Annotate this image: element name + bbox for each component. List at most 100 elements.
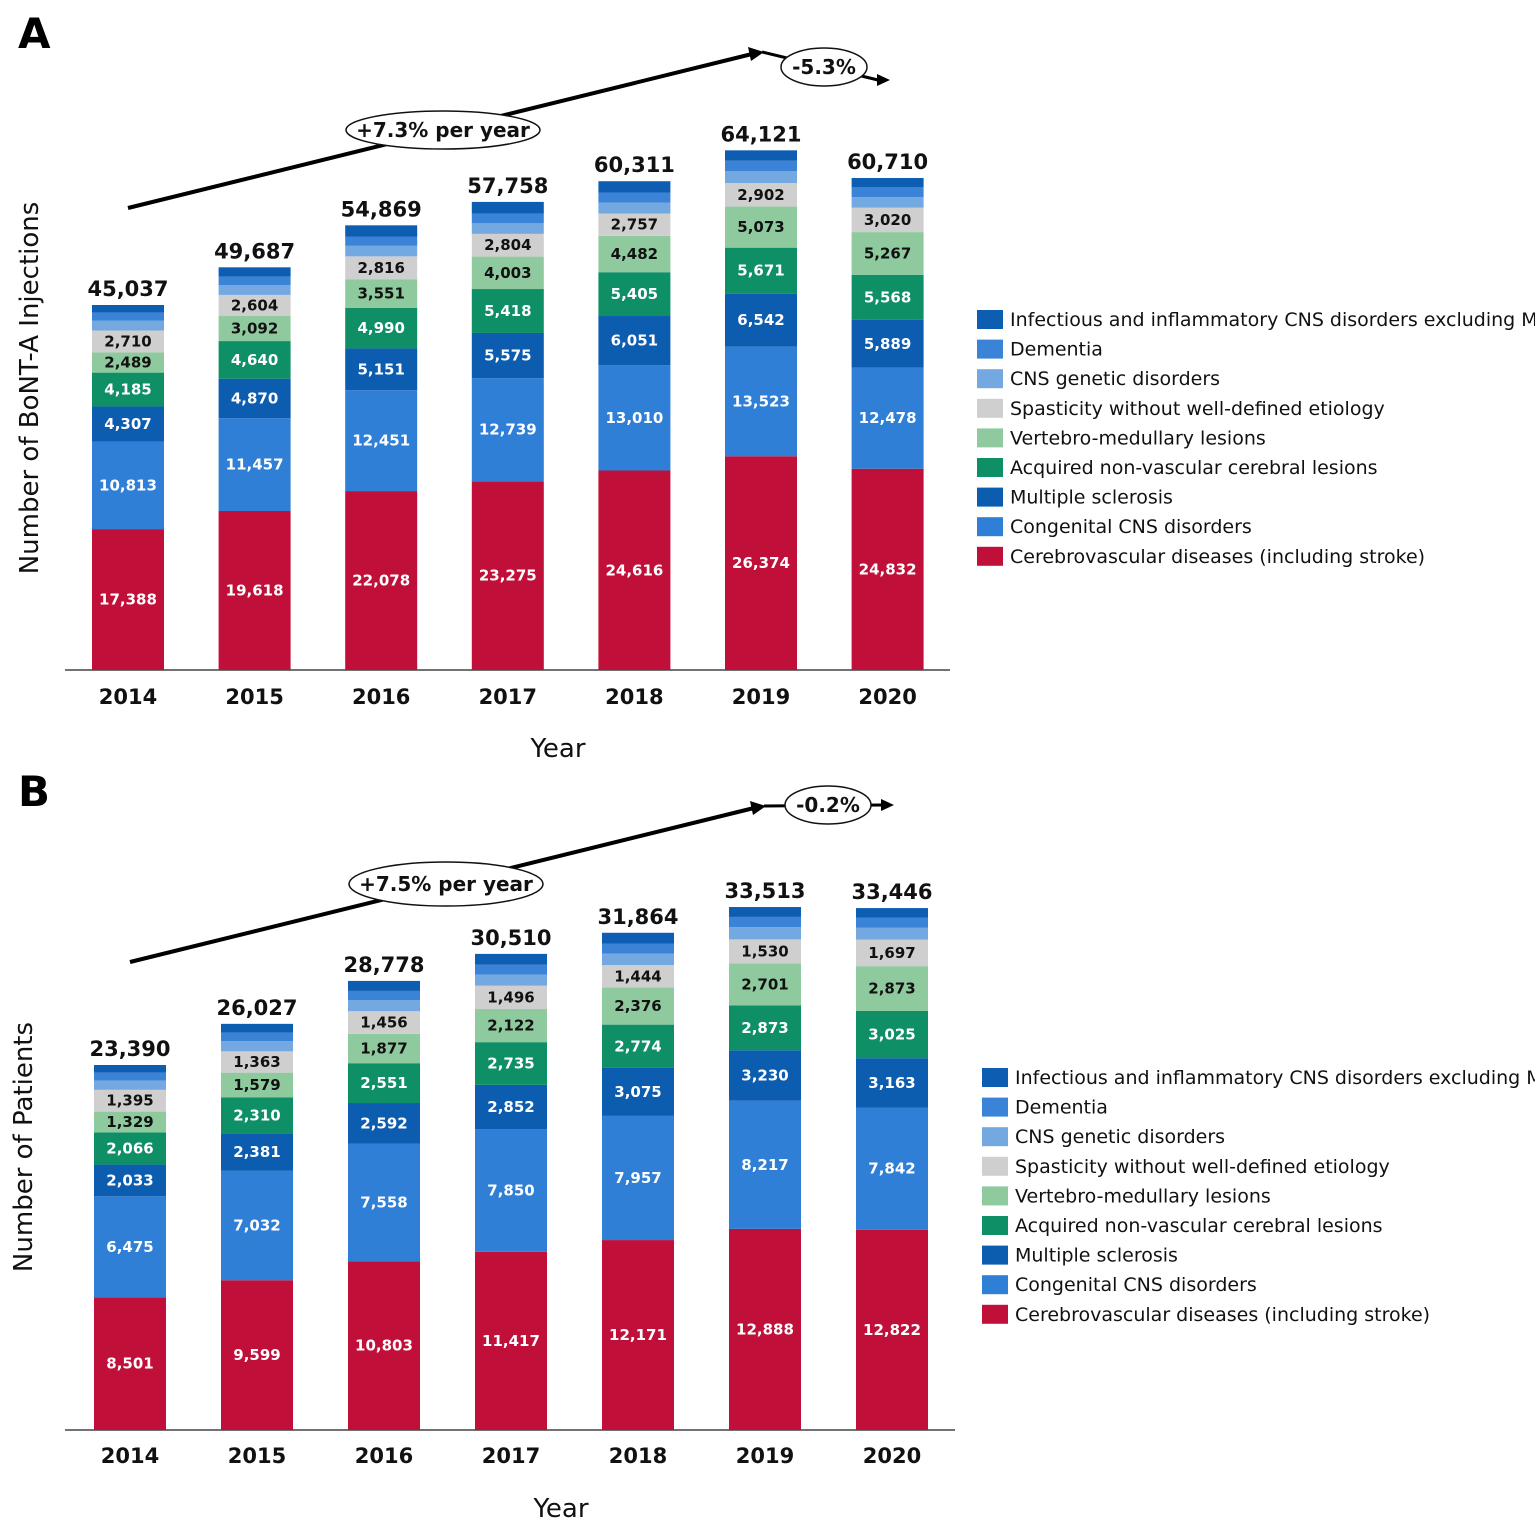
panel-a-bar-2019-seg-4: [725, 206, 797, 248]
panel-b-legend-swatch-2: [982, 1127, 1008, 1147]
panel-b-bar-2020-seg-3: [856, 1010, 928, 1059]
panel-b-bar-2016-seg-2: [348, 1103, 420, 1144]
panel-b-legend-swatch-1: [982, 1097, 1008, 1117]
panel-a-total-2019: 64,121: [720, 122, 801, 146]
panel-a-bar-2015-seg-3: [218, 341, 291, 379]
panel-b-bar-2018-seg-3: [602, 1024, 674, 1068]
panel-a-bar-2017-seg-1: [471, 378, 544, 482]
panel-b-bar-2016-seg-8: [348, 980, 420, 991]
panel-b-bar-2020-seg-0: [856, 1229, 928, 1430]
panel-a-bar-2014-label-4: 2,489: [104, 354, 151, 372]
panel-a-bar-2016-seg-4: [345, 279, 418, 308]
panel-b-bar-2014-seg-7: [94, 1072, 166, 1081]
panel-b-bar-2016-seg-1: [348, 1143, 420, 1262]
panel-a-bar-2019-label-4: 5,073: [737, 218, 784, 236]
panel-a-change-arrowhead: [877, 74, 890, 86]
panel-b-bar-2018-seg-0: [602, 1240, 674, 1430]
panel-b-bar-2016-seg-3: [348, 1063, 420, 1104]
panel-b-bar-2016-seg-4: [348, 1033, 420, 1064]
panel-b-bar-2015-label-4: 1,579: [233, 1076, 280, 1094]
panel-b-bar-2017-label-2: 2,852: [487, 1098, 534, 1116]
panel-a-legend-label-6: Multiple sclerosis: [1010, 487, 1173, 509]
panel-b-bar-2018-label-5: 1,444: [614, 967, 661, 985]
panel-a-bar-2016-label-5: 2,816: [357, 259, 404, 277]
panel-a-bar-2017-label-2: 5,575: [484, 347, 531, 365]
panel-b-bar-2015-seg-0: [221, 1280, 293, 1430]
panel-b-bar-2018-label-3: 2,774: [614, 1037, 661, 1055]
panel-a-bar-2020-seg-6: [851, 197, 924, 208]
panel-b-bar-2018-label-0: 12,171: [609, 1326, 667, 1344]
panel-a-bar-2015-seg-4: [218, 316, 291, 342]
panel-b-bar-2016-seg-5: [348, 1011, 420, 1034]
panel-b-bar-2018-label-4: 2,376: [614, 997, 661, 1015]
panel-a-bar-2019-label-3: 5,671: [737, 262, 784, 280]
panel-a-bar-2020-seg-1: [851, 367, 924, 469]
panel-a-legend-swatch-8: [977, 546, 1003, 566]
panel-b-bar-2014-label-5: 1,395: [106, 1092, 153, 1110]
panel-b-bar-2017-label-0: 11,417: [482, 1332, 540, 1350]
panel-a-legend-label-8: Cerebrovascular diseases (including stro…: [1010, 546, 1425, 568]
panel-b-bar-2016-label-1: 7,558: [360, 1193, 407, 1211]
panel-a-bar-2018-label-3: 5,405: [611, 285, 658, 303]
panel-a-tick-2018: 2018: [605, 685, 663, 709]
panel-a-bar-2020-seg-0: [851, 468, 924, 670]
panel-a-bar-2019-label-5: 2,902: [737, 186, 784, 204]
panel-b-bar-2015-label-3: 2,310: [233, 1106, 280, 1124]
panel-a-bar-2016-label-0: 22,078: [352, 572, 410, 590]
panel-a-bar-2019-seg-8: [725, 150, 797, 161]
panel-a-bar-2014-seg-0: [92, 529, 164, 670]
panel-b-legend-swatch-0: [982, 1068, 1008, 1087]
panel-b-bar-2015-label-2: 2,381: [233, 1143, 280, 1161]
panel-a-bar-2018-seg-0: [598, 470, 671, 670]
panel-b-bar-2015-seg-2: [221, 1133, 293, 1171]
panel-a-bar-2020-seg-3: [851, 274, 924, 320]
panel-a-legend-label-2: CNS genetic disorders: [1010, 368, 1220, 390]
panel-a-growth-oval: [345, 110, 541, 150]
panel-a-bar-2017-seg-3: [471, 289, 544, 333]
panel-a-bar-2020-seg-4: [851, 232, 924, 275]
panel-a-bar-2014-seg-2: [92, 406, 164, 442]
panel-a-bar-2014-seg-6: [92, 320, 164, 331]
panel-b-tick-2017: 2017: [482, 1444, 540, 1468]
panel-a-bar-2017-seg-4: [471, 256, 544, 290]
panel-a-bar-2020-seg-8: [851, 177, 924, 188]
panel-a-bar-2017-label-0: 23,275: [479, 567, 537, 585]
panel-b-x-title: Year: [532, 1494, 588, 1524]
panel-b-bar-2015-seg-7: [221, 1032, 293, 1042]
panel-a-tick-2019: 2019: [732, 685, 790, 709]
panel-a-bar-2016-label-1: 12,451: [352, 432, 410, 450]
panel-b-change-label: -0.2%: [796, 793, 860, 817]
panel-b-bar-2016-seg-6: [348, 1000, 420, 1012]
panel-b-total-2020: 33,446: [851, 880, 932, 904]
panel-b-bar-2015-label-5: 1,363: [233, 1053, 280, 1071]
panel-b-bar-2017-seg-4: [475, 1009, 547, 1043]
panel-a-bar-2014-seg-8: [92, 305, 164, 313]
panel-a-bar-2020-label-4: 5,267: [864, 244, 911, 262]
panel-b-bar-2014-label-0: 8,501: [106, 1355, 153, 1373]
panel-b-bar-2018-seg-8: [602, 932, 674, 944]
panel-a-bar-2014-label-0: 17,388: [99, 591, 157, 609]
panel-b-bar-2019-seg-7: [729, 916, 801, 928]
panel-a-legend-label-5: Acquired non-vascular cerebral lesions: [1010, 457, 1378, 479]
panel-b-bar-2016-label-0: 10,803: [355, 1337, 413, 1355]
panel-b-legend-label-8: Cerebrovascular diseases (including stro…: [1015, 1304, 1430, 1326]
panel-a-total-2016: 54,869: [341, 197, 422, 221]
panel-a-bar-2016-seg-0: [345, 491, 418, 670]
panel-b-bar-2017-label-3: 2,735: [487, 1054, 534, 1072]
panel-b-bar-2020-seg-8: [856, 908, 928, 918]
panel-b-bar-2018-seg-6: [602, 953, 674, 966]
panel-a-bar-2020-label-0: 24,832: [859, 560, 917, 578]
panel-b-bar-2014-seg-1: [94, 1196, 166, 1298]
panel-b-bar-2018-seg-2: [602, 1067, 674, 1116]
panel-a-change-oval: [780, 47, 868, 87]
panel-a-bar-2016-seg-1: [345, 390, 418, 492]
panel-a-bar-2019-label-2: 6,542: [737, 311, 784, 329]
panel-a-bar-2017-label-3: 5,418: [484, 302, 531, 320]
panel-b-bar-2017-label-1: 7,850: [487, 1182, 534, 1200]
panel-b-legend-swatch-8: [982, 1304, 1008, 1324]
panel-b-bar-2018-seg-5: [602, 965, 674, 988]
panel-b-legend-label-2: CNS genetic disorders: [1015, 1126, 1225, 1148]
panel-b-legend-swatch-6: [982, 1245, 1008, 1265]
panel-a-bar-2014-seg-1: [92, 441, 164, 530]
